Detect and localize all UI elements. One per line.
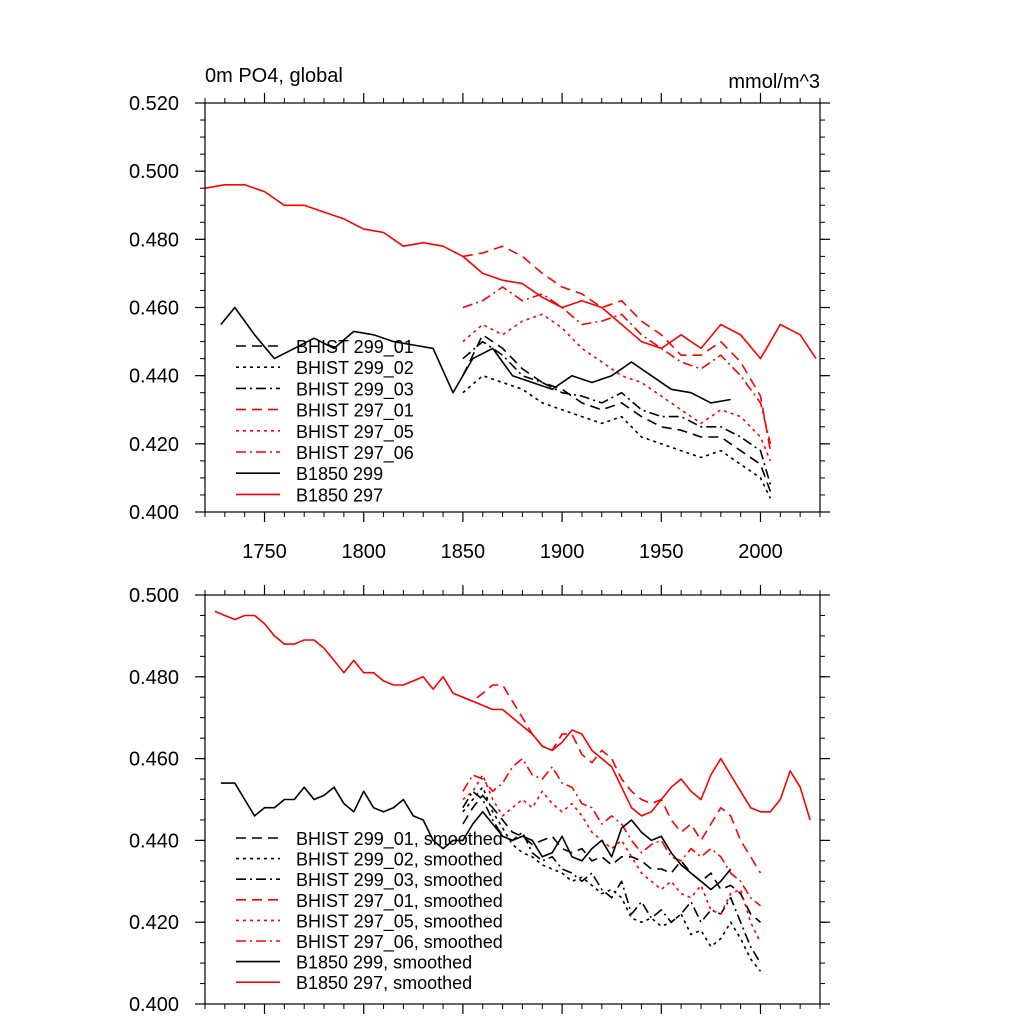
top-legend-label-7: B1850 297 — [296, 485, 383, 505]
top-ytick-label-0: 0.400 — [129, 502, 179, 524]
top-plot-layer — [205, 184, 817, 499]
top-series-1 — [462, 374, 772, 499]
top-ytick-label-3: 0.460 — [129, 298, 179, 320]
bottom-series-2 — [462, 790, 762, 964]
top-xtick-label-3: 1900 — [540, 541, 585, 563]
bottom-ytick-label-3: 0.460 — [129, 749, 179, 771]
top-series-6 — [220, 306, 731, 404]
bottom-legend-label-2: BHIST 299_03, smoothed — [296, 870, 503, 891]
bottom-legend-label-3: BHIST 297_01, smoothed — [296, 891, 503, 912]
bottom-ytick-label-1: 0.420 — [129, 912, 179, 934]
top-chart-units: mmol/m^3 — [728, 71, 820, 93]
bottom-ytick-label-2: 0.440 — [129, 830, 179, 852]
bottom-legend-label-4: BHIST 297_05, smoothed — [296, 911, 503, 932]
bottom-legend-label-7: B1850 297, smoothed — [296, 973, 472, 993]
top-series-0 — [462, 333, 772, 492]
bottom-series-3 — [462, 684, 762, 874]
bottom-axes-layer: 0.400 0.420 0.440 0.460 0.480 0.500 — [129, 585, 830, 1016]
bottom-series-4 — [462, 774, 762, 944]
top-legend-label-6: B1850 299 — [296, 464, 383, 484]
bottom-legend-label-6: B1850 299, smoothed — [296, 953, 472, 973]
top-chart-title: 0m PO4, global — [205, 65, 343, 87]
top-legend-label-3: BHIST 297_01 — [296, 401, 414, 422]
bottom-ytick-label-4: 0.480 — [129, 667, 179, 689]
top-ytick-label-1: 0.420 — [129, 434, 179, 456]
top-legend-label-1: BHIST 299_02 — [296, 358, 414, 379]
top-series-7 — [205, 184, 817, 360]
top-panel: 0m PO4, global mmol/m^3 1750 1800 1850 1900… — [129, 65, 830, 563]
top-ytick-label-2: 0.440 — [129, 366, 179, 388]
top-xtick-label-1: 1800 — [341, 541, 386, 563]
bottom-series-5 — [462, 757, 762, 907]
bottom-panel: 0.400 0.420 0.440 0.460 0.480 0.500 BHIST 299… — [129, 585, 830, 1016]
top-axes-layer: 1750 1800 1850 1900 1950 2000 0.400 0.420 0.440 0… — [129, 93, 830, 563]
bottom-ytick-label-0: 0.400 — [129, 994, 179, 1016]
bottom-series-1 — [462, 786, 762, 972]
top-legend-label-0: BHIST 299_01 — [296, 337, 414, 358]
bottom-legend-label-0: BHIST 299_01, smoothed — [296, 829, 503, 850]
top-series-2 — [462, 340, 772, 485]
bottom-legend-label-1: BHIST 299_02, smoothed — [296, 850, 503, 871]
bottom-series-7 — [214, 610, 811, 821]
top-ytick-label-4: 0.480 — [129, 229, 179, 251]
bottom-plot-layer — [214, 610, 811, 972]
top-ytick-label-5: 0.500 — [129, 161, 179, 183]
bottom-series-6 — [220, 782, 732, 891]
bottom-series-0 — [462, 794, 762, 923]
bottom-ytick-label-5: 0.500 — [129, 585, 179, 607]
top-xtick-label-2: 1850 — [441, 541, 486, 563]
top-xtick-label-4: 1950 — [639, 541, 684, 563]
top-ytick-label-6: 0.520 — [129, 93, 179, 115]
top-legend-label-4: BHIST 297_05 — [296, 422, 414, 443]
top-series-3 — [462, 245, 772, 451]
top-series-5 — [462, 286, 772, 444]
top-legend-label-2: BHIST 299_03 — [296, 379, 414, 400]
bottom-legend-label-5: BHIST 297_06, smoothed — [296, 932, 503, 953]
top-xtick-label-0: 1750 — [242, 541, 287, 563]
top-legend-label-5: BHIST 297_06 — [296, 443, 414, 464]
top-xtick-label-5: 2000 — [738, 541, 783, 563]
top-series-4 — [462, 313, 772, 462]
